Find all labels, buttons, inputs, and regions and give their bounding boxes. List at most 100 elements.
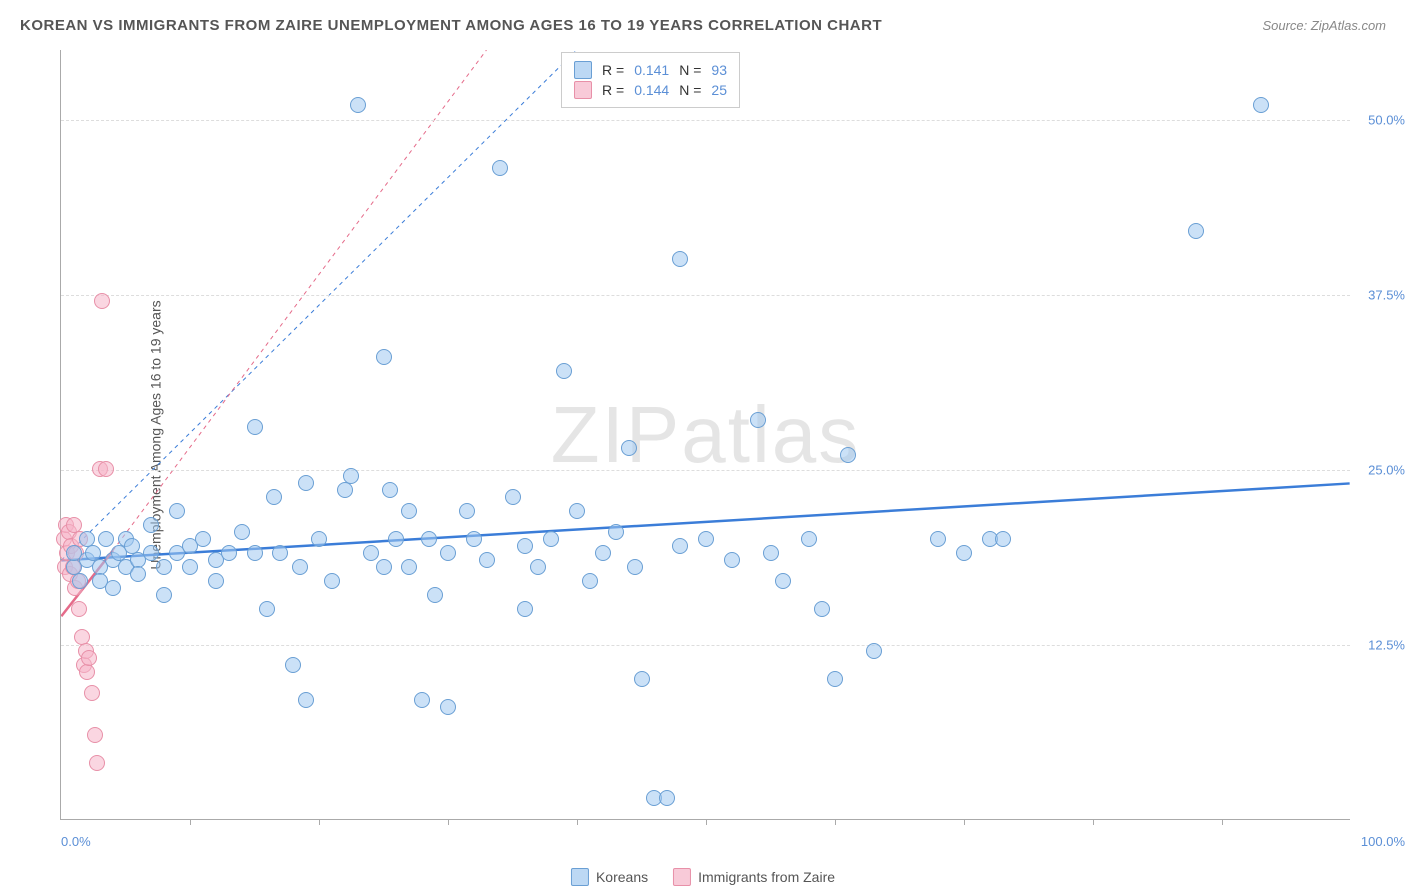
data-point bbox=[292, 559, 308, 575]
data-point bbox=[440, 699, 456, 715]
data-point bbox=[840, 447, 856, 463]
swatch-pink-icon bbox=[673, 868, 691, 886]
data-point bbox=[87, 727, 103, 743]
data-point bbox=[930, 531, 946, 547]
r-label: R = bbox=[602, 62, 624, 78]
data-point bbox=[627, 559, 643, 575]
gridline bbox=[61, 645, 1350, 646]
data-point bbox=[505, 489, 521, 505]
data-point bbox=[363, 545, 379, 561]
swatch-pink-icon bbox=[574, 81, 592, 99]
data-point bbox=[595, 545, 611, 561]
legend-item-pink: Immigrants from Zaire bbox=[673, 868, 835, 886]
data-point bbox=[247, 419, 263, 435]
data-point bbox=[672, 538, 688, 554]
scatter-chart: Unemployment Among Ages 16 to 19 years Z… bbox=[60, 50, 1350, 820]
blue-n-value: 93 bbox=[711, 62, 727, 78]
legend-pink-label: Immigrants from Zaire bbox=[698, 869, 835, 885]
data-point bbox=[724, 552, 740, 568]
chart-source: Source: ZipAtlas.com bbox=[1262, 18, 1386, 33]
data-point bbox=[94, 293, 110, 309]
data-point bbox=[582, 573, 598, 589]
data-point bbox=[285, 657, 301, 673]
data-point bbox=[414, 692, 430, 708]
data-point bbox=[376, 559, 392, 575]
data-point bbox=[298, 475, 314, 491]
swatch-blue-icon bbox=[574, 61, 592, 79]
data-point bbox=[98, 531, 114, 547]
data-point bbox=[608, 524, 624, 540]
data-point bbox=[382, 482, 398, 498]
data-point bbox=[401, 503, 417, 519]
data-point bbox=[750, 412, 766, 428]
gridline bbox=[61, 120, 1350, 121]
data-point bbox=[530, 559, 546, 575]
data-point bbox=[995, 531, 1011, 547]
data-point bbox=[569, 503, 585, 519]
data-point bbox=[827, 671, 843, 687]
data-point bbox=[130, 566, 146, 582]
correlation-legend: R = 0.141 N = 93 R = 0.144 N = 25 bbox=[561, 52, 740, 108]
data-point bbox=[801, 531, 817, 547]
data-point bbox=[517, 601, 533, 617]
data-point bbox=[143, 545, 159, 561]
data-point bbox=[221, 545, 237, 561]
data-point bbox=[156, 559, 172, 575]
x-tick bbox=[1093, 819, 1094, 825]
blue-r-value: 0.141 bbox=[634, 62, 669, 78]
y-tick-label: 37.5% bbox=[1368, 288, 1405, 303]
data-point bbox=[401, 559, 417, 575]
chart-title: KOREAN VS IMMIGRANTS FROM ZAIRE UNEMPLOY… bbox=[20, 17, 882, 34]
pink-n-value: 25 bbox=[711, 82, 727, 98]
data-point bbox=[388, 531, 404, 547]
data-point bbox=[324, 573, 340, 589]
data-point bbox=[337, 482, 353, 498]
data-point bbox=[72, 573, 88, 589]
data-point bbox=[775, 573, 791, 589]
data-point bbox=[479, 552, 495, 568]
r-label: R = bbox=[602, 82, 624, 98]
x-tick bbox=[577, 819, 578, 825]
x-tick bbox=[706, 819, 707, 825]
data-point bbox=[234, 524, 250, 540]
data-point bbox=[466, 531, 482, 547]
y-tick-label: 50.0% bbox=[1368, 113, 1405, 128]
data-point bbox=[311, 531, 327, 547]
x-tick bbox=[190, 819, 191, 825]
data-point bbox=[659, 790, 675, 806]
data-point bbox=[556, 363, 572, 379]
data-point bbox=[266, 489, 282, 505]
data-point bbox=[182, 559, 198, 575]
legend-item-blue: Koreans bbox=[571, 868, 648, 886]
data-point bbox=[105, 580, 121, 596]
data-point bbox=[343, 468, 359, 484]
data-point bbox=[143, 517, 159, 533]
data-point bbox=[421, 531, 437, 547]
data-point bbox=[272, 545, 288, 561]
data-point bbox=[1188, 223, 1204, 239]
data-point bbox=[427, 587, 443, 603]
data-point bbox=[84, 685, 100, 701]
data-point bbox=[543, 531, 559, 547]
legend-row-blue: R = 0.141 N = 93 bbox=[574, 61, 727, 79]
data-point bbox=[350, 97, 366, 113]
data-point bbox=[492, 160, 508, 176]
data-point bbox=[208, 573, 224, 589]
data-point bbox=[814, 601, 830, 617]
data-point bbox=[440, 545, 456, 561]
data-point bbox=[956, 545, 972, 561]
gridline bbox=[61, 295, 1350, 296]
data-point bbox=[866, 643, 882, 659]
x-tick bbox=[448, 819, 449, 825]
chart-header: KOREAN VS IMMIGRANTS FROM ZAIRE UNEMPLOY… bbox=[0, 0, 1406, 40]
data-point bbox=[698, 531, 714, 547]
y-tick-label: 25.0% bbox=[1368, 463, 1405, 478]
watermark: ZIPatlas bbox=[551, 389, 860, 481]
data-point bbox=[298, 692, 314, 708]
x-tick bbox=[835, 819, 836, 825]
data-point bbox=[81, 650, 97, 666]
data-point bbox=[98, 461, 114, 477]
x-axis-max-label: 100.0% bbox=[1361, 834, 1405, 849]
x-axis-min-label: 0.0% bbox=[61, 834, 91, 849]
data-point bbox=[89, 755, 105, 771]
